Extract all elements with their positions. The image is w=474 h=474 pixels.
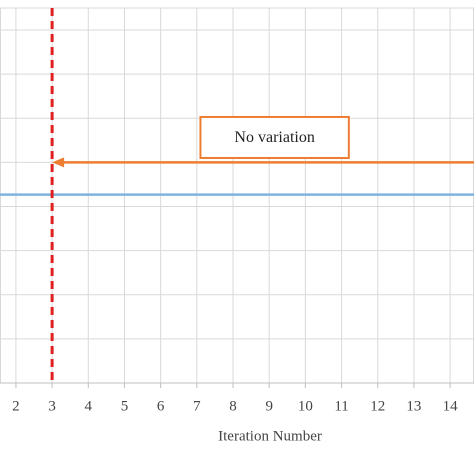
x-tick-label: 2: [12, 398, 20, 414]
x-tick-label: 13: [406, 398, 421, 414]
x-tick-label: 4: [85, 398, 93, 414]
x-tick-label: 9: [265, 398, 273, 414]
arrow-head: [52, 157, 65, 168]
x-tick-label: 10: [298, 398, 313, 414]
x-tick-label: 3: [48, 398, 56, 414]
x-axis-label: Iteration Number: [218, 428, 322, 444]
x-tick-label: 14: [443, 398, 459, 414]
annotation-text: No variation: [234, 129, 314, 146]
x-tick-label: 8: [229, 398, 237, 414]
x-tick-label: 6: [157, 398, 165, 414]
x-tick-label: 5: [121, 398, 129, 414]
x-tick-label: 12: [370, 398, 385, 414]
x-tick-label: 11: [334, 398, 348, 414]
x-tick-label: 7: [193, 398, 201, 414]
annotation-box: [199, 115, 350, 159]
